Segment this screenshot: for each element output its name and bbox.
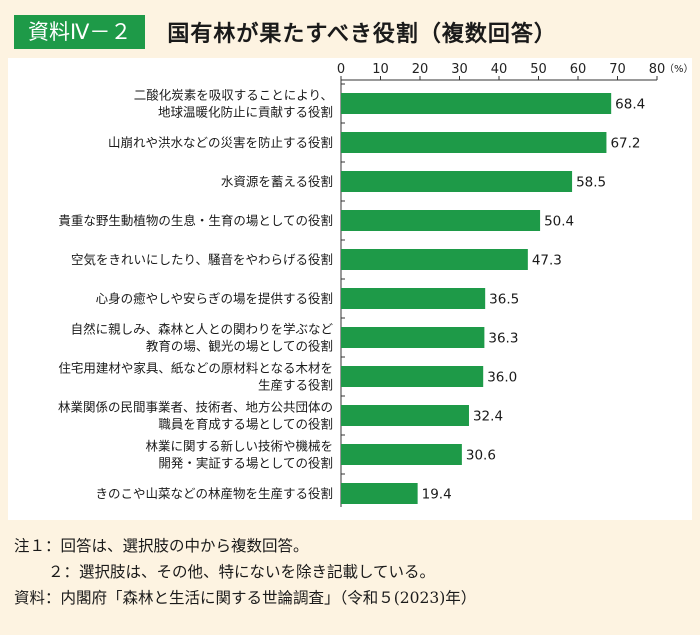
source-note: 資料：内閣府「森林と生活に関する世論調査」（令和５(2023)年） xyxy=(14,589,477,607)
category-label: 開発・実証する場としての役割 xyxy=(158,456,333,471)
chart-title: 国有林が果たすべき役割（複数回答） xyxy=(167,22,557,47)
x-tick-label: 80 xyxy=(649,62,666,77)
bar xyxy=(341,171,573,192)
category-label: 貴重な野生動植物の生息・生育の場としての役割 xyxy=(58,213,333,228)
category-label: 山崩れや洪水などの災害を防止する役割 xyxy=(108,135,333,150)
x-tick-label: 70 xyxy=(609,62,626,77)
category-label: 住宅用建材や家具、紙などの原材料となる木材を xyxy=(58,361,333,376)
bar xyxy=(341,405,469,426)
bar xyxy=(341,483,418,504)
category-label: 生産する役割 xyxy=(258,378,333,393)
category-label: 林業に関する新しい技術や機械を xyxy=(145,439,333,454)
category-label: 職員を育成する場としての役割 xyxy=(158,417,333,432)
bar xyxy=(341,210,541,231)
bar xyxy=(341,249,528,270)
data-label: 68.4 xyxy=(615,97,645,113)
category-label: 自然に親しみ、森林と人との関わりを学ぶなど xyxy=(71,322,334,337)
bar xyxy=(341,327,485,348)
notes: 注１：回答は、選択肢の中から複数回答。 ２：選択肢は、その他、特にないを除き記載… xyxy=(14,533,476,611)
bar xyxy=(341,444,462,465)
header: 資料Ⅳ－２ 国有林が果たすべき役割（複数回答） xyxy=(14,14,557,50)
note-1: 注１：回答は、選択肢の中から複数回答。 xyxy=(14,537,309,555)
category-label: きのこや山菜などの林産物を生産する役割 xyxy=(95,486,333,501)
bar xyxy=(341,93,612,114)
x-tick-label: 20 xyxy=(412,62,429,77)
category-label: 林業関係の民間事業者、技術者、地方公共団体の xyxy=(58,400,333,415)
x-tick-label: 30 xyxy=(451,62,468,77)
data-label: 58.5 xyxy=(576,175,606,191)
data-label: 36.5 xyxy=(489,292,519,308)
x-tick-label: 60 xyxy=(570,62,587,77)
data-label: 50.4 xyxy=(544,214,574,230)
data-label: 30.6 xyxy=(466,448,496,464)
chart-panel: 0 10 20 30 40 50 60 70 80 （%） 68.4 二酸化炭素を吸収することにより、… xyxy=(8,58,692,520)
x-tick-label: 10 xyxy=(372,62,389,77)
data-label: 36.3 xyxy=(488,331,518,347)
data-label: 32.4 xyxy=(473,409,503,425)
bar xyxy=(341,132,607,153)
category-label: 二酸化炭素を吸収することにより、 xyxy=(134,88,333,103)
data-label: 36.0 xyxy=(487,370,517,386)
category-label: 水資源を蓄える役割 xyxy=(221,174,333,189)
figure-badge: 資料Ⅳ－２ xyxy=(14,15,146,49)
category-label: 教育の場、観光の場としての役割 xyxy=(146,339,333,354)
data-label: 67.2 xyxy=(610,136,640,152)
note-2: ２：選択肢は、その他、特にないを除き記載している。 xyxy=(48,563,436,581)
category-label: 空気をきれいにしたり、騒音をやわらげる役割 xyxy=(71,252,333,267)
x-axis-unit: （%） xyxy=(664,63,692,75)
category-label: 心身の癒やしや安らぎの場を提供する役割 xyxy=(96,291,333,306)
data-label: 47.3 xyxy=(532,253,562,269)
x-tick-label: 40 xyxy=(491,62,508,77)
x-tick-label: 0 xyxy=(337,62,345,77)
bar-chart: 0 10 20 30 40 50 60 70 80（%） 68.4 二酸化炭素を吸収することにより、… xyxy=(58,62,692,507)
x-tick-label: 50 xyxy=(530,62,547,77)
category-label: 地球温暖化防止に貢献する役割 xyxy=(158,105,333,120)
data-label: 19.4 xyxy=(422,487,452,503)
bar xyxy=(341,288,486,309)
bar xyxy=(341,366,484,387)
